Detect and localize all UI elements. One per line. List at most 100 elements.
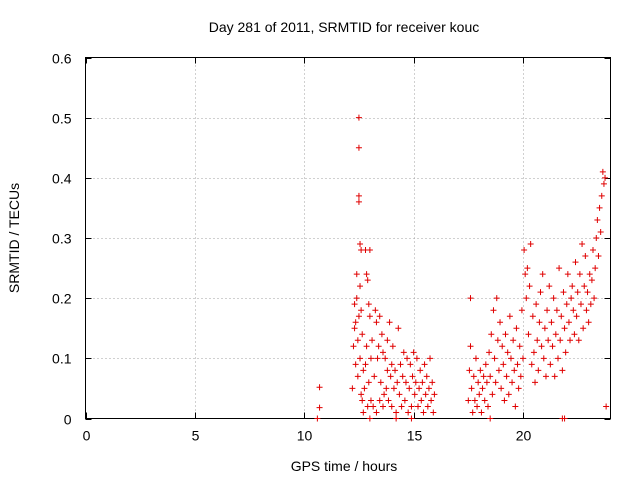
data-point <box>514 361 521 368</box>
data-point <box>576 271 583 278</box>
data-point <box>395 325 402 332</box>
data-point <box>354 373 361 380</box>
data-point <box>539 271 546 278</box>
data-point <box>385 397 392 404</box>
data-point <box>352 361 359 368</box>
data-point <box>380 403 386 410</box>
y-tick-label: 0.3 <box>52 231 72 247</box>
data-point <box>352 319 359 326</box>
data-point <box>497 319 504 326</box>
data-point <box>364 403 371 410</box>
data-point <box>431 391 438 398</box>
y-tick-label: 0 <box>64 412 72 428</box>
data-point <box>390 385 397 392</box>
data-point <box>559 367 566 374</box>
data-point <box>363 271 370 278</box>
data-point <box>420 409 427 416</box>
data-point <box>413 355 420 362</box>
data-point <box>353 295 360 302</box>
data-point <box>518 307 525 314</box>
data-point <box>598 192 605 199</box>
data-point <box>471 397 478 404</box>
points-layer <box>314 114 610 422</box>
data-point <box>585 319 592 326</box>
data-point <box>421 361 428 368</box>
data-point <box>363 343 370 350</box>
data-point <box>400 349 407 356</box>
data-point <box>580 325 587 332</box>
data-point <box>512 403 519 410</box>
data-point <box>590 247 596 254</box>
data-point <box>384 367 391 374</box>
data-point <box>517 373 524 380</box>
x-tick-label: 0 <box>83 428 91 444</box>
data-point <box>523 295 530 302</box>
data-point <box>490 307 497 314</box>
data-point <box>542 373 549 380</box>
data-point <box>525 331 532 338</box>
data-point <box>387 373 394 380</box>
data-point <box>556 265 563 272</box>
data-point <box>427 355 434 362</box>
data-point <box>366 415 373 422</box>
data-point <box>357 241 364 248</box>
y-tick-label: 0.6 <box>52 51 72 67</box>
data-point <box>316 384 323 391</box>
data-point <box>358 391 365 398</box>
data-point <box>424 403 431 410</box>
data-point <box>520 355 526 362</box>
data-point <box>406 385 413 392</box>
data-point <box>538 343 545 350</box>
data-point <box>506 313 513 320</box>
data-point <box>393 409 400 416</box>
data-point <box>487 415 494 422</box>
data-point <box>586 271 593 278</box>
data-point <box>603 403 610 410</box>
data-point <box>565 319 572 326</box>
data-point <box>527 241 534 248</box>
data-point <box>359 331 366 338</box>
ticks-layer: 0 0.1 0.2 0.3 0.4 0.5 0.6 0 5 10 15 20 <box>52 51 611 444</box>
data-point <box>378 331 385 338</box>
data-point <box>377 379 384 386</box>
data-point <box>396 391 403 398</box>
data-point <box>482 361 489 368</box>
chart-title: Day 281 of 2011, SRMTID for receiver kou… <box>209 19 480 35</box>
data-point <box>503 373 510 380</box>
data-point <box>371 373 378 380</box>
data-point <box>493 295 500 302</box>
data-point <box>568 295 575 302</box>
data-point <box>481 397 488 404</box>
data-point <box>535 367 542 374</box>
data-point <box>394 379 401 386</box>
x-tick-label: 5 <box>192 428 200 444</box>
data-point <box>370 403 377 410</box>
data-point <box>501 397 508 404</box>
data-point <box>465 397 472 404</box>
data-point <box>572 259 579 266</box>
data-point <box>355 313 362 320</box>
data-point <box>491 355 498 362</box>
data-point <box>561 325 568 332</box>
data-point <box>551 373 558 380</box>
data-point <box>569 283 576 290</box>
data-point <box>351 325 358 332</box>
data-point <box>365 379 372 386</box>
data-point <box>563 301 570 308</box>
data-point <box>376 313 383 320</box>
data-point <box>373 409 380 416</box>
data-point <box>361 385 368 392</box>
data-point <box>476 391 483 398</box>
data-point <box>467 343 474 350</box>
data-point <box>350 343 357 350</box>
x-tick-label: 15 <box>407 428 423 444</box>
data-point <box>571 331 578 338</box>
y-tick-label: 0.1 <box>52 351 72 367</box>
data-point <box>600 180 607 187</box>
data-point <box>494 337 501 344</box>
data-point <box>524 265 531 272</box>
data-point <box>478 409 485 416</box>
data-point <box>532 379 539 386</box>
data-point <box>407 361 414 368</box>
data-point <box>417 367 424 374</box>
